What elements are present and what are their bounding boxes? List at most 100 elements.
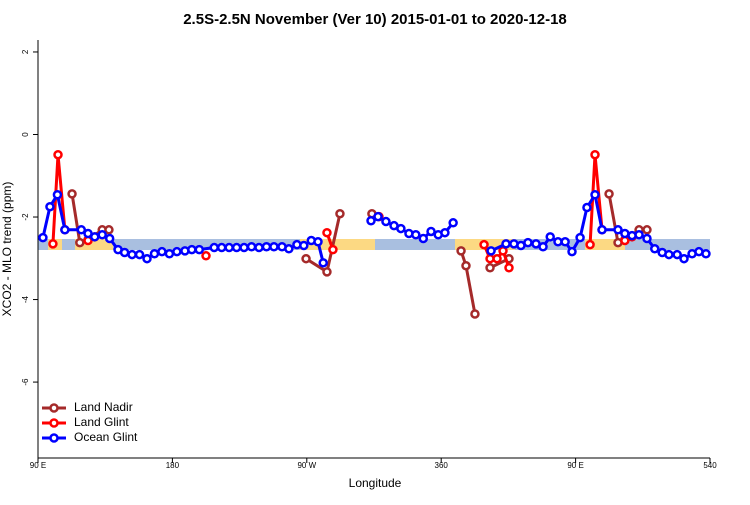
data-point bbox=[318, 258, 328, 268]
data-point bbox=[501, 239, 511, 249]
data-point bbox=[461, 260, 471, 271]
data-point bbox=[411, 230, 421, 240]
data-point bbox=[440, 227, 450, 238]
data-point bbox=[418, 233, 429, 244]
data-point bbox=[97, 230, 107, 240]
data-point bbox=[486, 246, 496, 256]
data-point bbox=[104, 225, 114, 235]
data-point bbox=[597, 225, 607, 235]
data-point bbox=[157, 246, 167, 257]
data-point bbox=[142, 253, 152, 264]
data-point bbox=[149, 248, 160, 259]
data-point bbox=[127, 249, 137, 260]
data-point bbox=[366, 215, 376, 226]
data-point bbox=[209, 242, 219, 253]
data-point bbox=[38, 232, 48, 243]
data-point bbox=[269, 241, 279, 252]
y-tick-label: -6 bbox=[21, 378, 30, 386]
data-point bbox=[52, 189, 63, 200]
y-axis-label: XCO2 - MLO trend (ppm) bbox=[0, 182, 14, 317]
legend-label: Land Nadir bbox=[74, 400, 133, 414]
data-point bbox=[301, 253, 311, 264]
data-point bbox=[254, 242, 264, 253]
data-point bbox=[492, 253, 502, 264]
data-point bbox=[523, 237, 533, 248]
data-point bbox=[664, 249, 674, 260]
data-point bbox=[701, 248, 711, 259]
x-tick-label: 540 bbox=[703, 461, 717, 470]
data-point bbox=[335, 208, 345, 219]
data-point bbox=[231, 242, 242, 253]
series-line bbox=[459, 250, 477, 315]
data-point bbox=[67, 189, 77, 199]
data-point bbox=[649, 244, 660, 254]
x-tick-label: 90 W bbox=[297, 461, 316, 470]
data-point bbox=[53, 149, 63, 160]
data-point bbox=[613, 225, 623, 235]
y-tick-label: -4 bbox=[21, 295, 30, 303]
data-point bbox=[560, 237, 570, 247]
x-tick-label: 180 bbox=[166, 461, 180, 470]
legend-label: Ocean Glint bbox=[74, 430, 138, 444]
data-point bbox=[642, 233, 652, 244]
x-tick-label: 90 E bbox=[567, 461, 583, 470]
data-point bbox=[322, 227, 332, 238]
data-point bbox=[590, 149, 600, 160]
legend-marker bbox=[49, 403, 59, 413]
data-point bbox=[322, 267, 332, 277]
data-point bbox=[545, 232, 555, 242]
data-point bbox=[239, 242, 249, 253]
data-point bbox=[575, 232, 585, 243]
legend-marker bbox=[49, 418, 59, 428]
data-point bbox=[485, 263, 495, 273]
data-point bbox=[672, 249, 682, 260]
data-point bbox=[567, 246, 577, 257]
data-point bbox=[246, 241, 257, 252]
y-tick-label: -2 bbox=[21, 213, 30, 221]
data-point bbox=[104, 233, 115, 244]
legend-marker bbox=[49, 433, 59, 443]
x-tick-label: 360 bbox=[435, 461, 449, 470]
region-band bbox=[38, 239, 710, 250]
data-point bbox=[328, 244, 338, 255]
data-point bbox=[134, 249, 145, 260]
data-point bbox=[216, 242, 227, 253]
data-point bbox=[538, 241, 548, 252]
data-point bbox=[373, 211, 383, 222]
y-tick-label: 0 bbox=[21, 132, 30, 137]
data-point bbox=[45, 201, 55, 212]
data-point bbox=[119, 247, 130, 258]
x-tick-label: 90 E bbox=[30, 461, 46, 470]
data-point bbox=[60, 225, 70, 235]
data-point bbox=[604, 189, 614, 199]
data-point bbox=[582, 202, 592, 213]
data-point bbox=[299, 240, 309, 251]
data-point bbox=[448, 218, 458, 228]
data-point bbox=[396, 223, 406, 234]
data-point bbox=[284, 244, 294, 254]
data-point bbox=[201, 251, 211, 261]
data-point bbox=[76, 225, 87, 235]
data-point bbox=[224, 242, 234, 253]
data-point bbox=[504, 263, 514, 273]
data-point bbox=[456, 246, 466, 256]
x-axis-label: Longitude bbox=[349, 476, 402, 490]
data-point bbox=[89, 232, 100, 242]
data-point bbox=[381, 216, 391, 227]
data-point bbox=[75, 237, 85, 248]
data-point bbox=[261, 241, 272, 252]
data-point bbox=[679, 253, 689, 264]
data-point bbox=[590, 189, 600, 200]
legend-label: Land Glint bbox=[74, 415, 129, 429]
data-point bbox=[313, 237, 323, 247]
data-point bbox=[585, 239, 595, 250]
data-point bbox=[172, 246, 182, 257]
data-point bbox=[642, 225, 652, 235]
data-point bbox=[426, 226, 436, 237]
data-point bbox=[479, 239, 489, 250]
data-point bbox=[48, 239, 58, 249]
data-point bbox=[187, 244, 197, 255]
chart-title: 2.5S-2.5N November (Ver 10) 2015-01-01 t… bbox=[183, 11, 567, 28]
data-point bbox=[194, 244, 205, 255]
data-point bbox=[634, 230, 644, 240]
